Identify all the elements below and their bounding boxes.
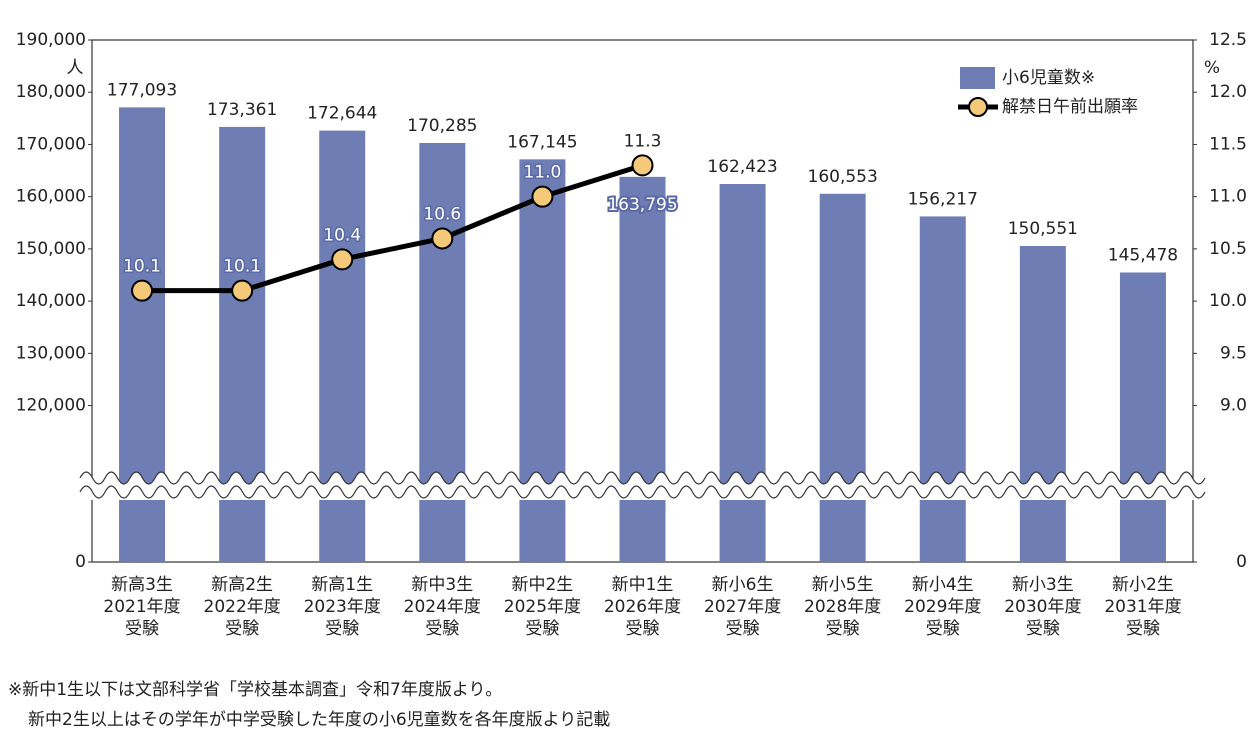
- x-tick-label: 2023年度: [304, 597, 381, 617]
- bar: [1119, 272, 1166, 562]
- line-value-label: 10.6: [423, 204, 461, 224]
- y-tick-label: 160,000: [16, 187, 86, 207]
- y-tick-label: 130,000: [16, 343, 86, 363]
- y-tick-label: 120,000: [16, 396, 86, 416]
- line-value-label: 11.3: [624, 131, 662, 151]
- y-tick-label: 170,000: [16, 134, 86, 154]
- x-tick-label: 受験: [926, 619, 960, 639]
- line-marker: [131, 279, 154, 302]
- axis-break-line: [79, 485, 1206, 499]
- x-tick-label: 新中2生: [511, 575, 573, 595]
- bar-value-label: 150,551: [1008, 219, 1078, 239]
- x-tick-label: 受験: [726, 619, 760, 639]
- x-tick-label: 新中1生: [612, 575, 674, 595]
- bar-value-label: 162,423: [707, 157, 777, 177]
- x-tick-label: 2031年度: [1104, 597, 1181, 617]
- axis-break-line: [79, 471, 1206, 485]
- x-tick-label: 2022年度: [204, 597, 281, 617]
- line-marker: [331, 248, 354, 271]
- line-value-label: 10.4: [323, 225, 361, 245]
- x-tick-label: 2028年度: [804, 597, 881, 617]
- y2-tick-label: 11.0: [1209, 187, 1247, 207]
- bar-value-label: 170,285: [407, 116, 477, 136]
- line-marker: [531, 185, 554, 208]
- x-tick-label: 受験: [225, 619, 259, 639]
- x-tick-label: 新小2生: [1112, 575, 1174, 595]
- y2-tick-label: 10.5: [1209, 239, 1247, 259]
- bar: [819, 193, 866, 562]
- line-value-label: 10.1: [123, 257, 161, 277]
- line-value-label: 10.1: [223, 257, 261, 277]
- y2-tick-label: 11.5: [1209, 134, 1247, 154]
- line-series: [142, 162, 644, 294]
- x-tick-label: 新小6生: [712, 575, 774, 595]
- x-tick-label: 新高3生: [111, 575, 173, 595]
- x-tick-label: 新中3生: [411, 575, 473, 595]
- y2-axis-unit: %: [1204, 58, 1220, 78]
- y2-tick-label: 12.0: [1209, 82, 1247, 102]
- x-tick-label: 受験: [1126, 619, 1160, 639]
- line-marker: [431, 227, 454, 250]
- x-tick-label: 2026年度: [604, 597, 681, 617]
- y2-tick-label: 9.5: [1220, 343, 1247, 363]
- bar: [619, 176, 666, 562]
- x-tick-label: 受験: [425, 619, 459, 639]
- legend-label: 小6児童数※: [1002, 68, 1095, 88]
- bar-value-label: 172,644: [307, 104, 377, 124]
- bar-value-label: 156,217: [908, 189, 978, 209]
- x-tick-label: 2021年度: [103, 597, 180, 617]
- x-tick-label: 新小4生: [912, 575, 974, 595]
- x-tick-label: 新小5生: [812, 575, 874, 595]
- bar: [919, 216, 966, 562]
- line-marker: [631, 154, 654, 177]
- legend-marker: [968, 97, 988, 117]
- x-tick-label: 2030年度: [1004, 597, 1081, 617]
- footnote: 新中2生以上はその学年が中学受験した年度の小6児童数を各年度版より記載: [28, 710, 610, 730]
- y2-tick-label: 12.5: [1209, 30, 1247, 50]
- bar-value-label: 145,478: [1108, 246, 1178, 266]
- y-tick-label: 150,000: [16, 239, 86, 259]
- bar: [719, 184, 766, 562]
- legend-label: 解禁日午前出願率: [1002, 97, 1138, 117]
- axis-break: [80, 472, 1205, 500]
- x-tick-label: 受験: [1026, 619, 1060, 639]
- x-tick-label: 受験: [125, 619, 159, 639]
- bar: [1019, 246, 1066, 562]
- bar-value-label: 160,553: [808, 167, 878, 187]
- x-tick-label: 受験: [525, 619, 559, 639]
- y-axis-unit: 人: [67, 58, 84, 78]
- y-tick-label: 180,000: [16, 82, 86, 102]
- y2-tick-label: 9.0: [1220, 396, 1247, 416]
- bar: [519, 159, 566, 562]
- footnote: ※新中1生以下は文部科学省「学校基本調査」令和7年度版より。: [8, 680, 502, 700]
- x-tick-label: 新高1生: [311, 575, 373, 595]
- y-tick-label: 190,000: [16, 30, 86, 50]
- y-tick-label: 0: [75, 552, 86, 572]
- x-tick-label: 2025年度: [504, 597, 581, 617]
- bar-value-label: 177,093: [107, 80, 177, 100]
- bar-value-label: 173,361: [207, 100, 277, 120]
- x-tick-label: 受験: [826, 619, 860, 639]
- x-tick-label: 2027年度: [704, 597, 781, 617]
- x-tick-label: 受験: [626, 619, 660, 639]
- bar-value-label: 163,795: [607, 195, 677, 215]
- line-value-label: 11.0: [523, 163, 561, 183]
- y2-tick-label: 10.0: [1209, 291, 1247, 311]
- bar-value-label: 167,145: [507, 132, 577, 152]
- y-tick-label: 140,000: [16, 291, 86, 311]
- legend-swatch: [960, 67, 995, 89]
- x-tick-label: 受験: [325, 619, 359, 639]
- y2-tick-label: 0: [1236, 552, 1247, 572]
- x-tick-label: 2029年度: [904, 597, 981, 617]
- x-tick-label: 2024年度: [404, 597, 481, 617]
- line-marker: [231, 279, 254, 302]
- x-tick-label: 新高2生: [211, 575, 273, 595]
- x-tick-label: 新小3生: [1012, 575, 1074, 595]
